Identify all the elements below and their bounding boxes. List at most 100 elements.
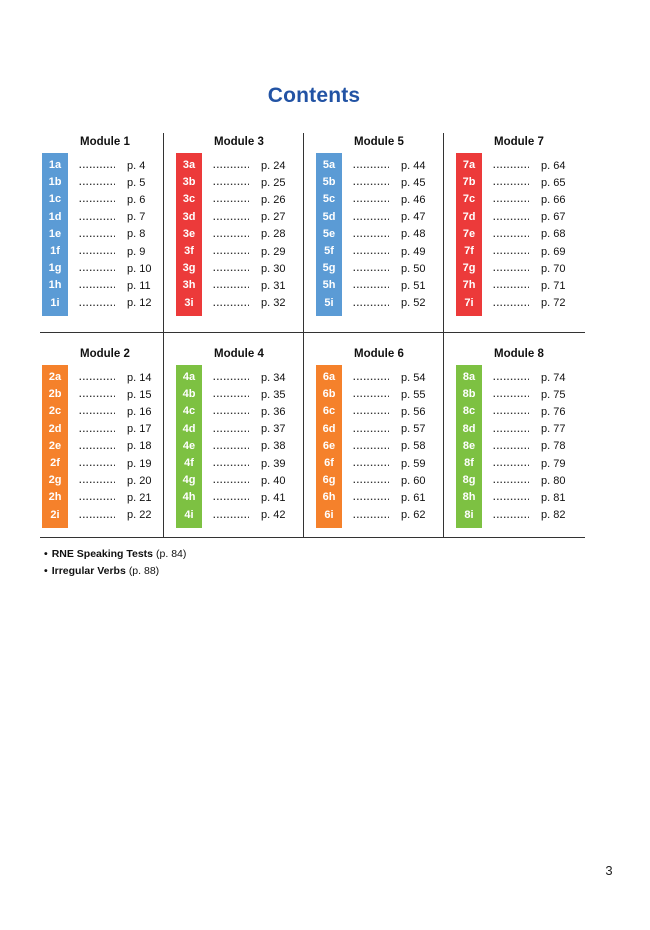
module-cell: Module 4 4a.............. p. 34 4b........… [164,333,304,537]
dot-leader: .............. [213,458,249,470]
dot-leader: .............. [493,228,529,240]
contents-entry: 1g.............. p. 10 [42,260,162,277]
contents-entry: 3a.............. p. 24 [176,157,296,174]
contents-entry: 1f.............. p. 9 [42,243,162,260]
extra-item-irregular-verbs: • Irregular Verbs (p. 88) [44,563,186,580]
extra-page-ref: (p. 84) [156,548,187,560]
contents-entry: 8g.............. p. 80 [456,472,576,489]
contents-entry: 7c.............. p. 66 [456,191,576,208]
contents-entry: 5d.............. p. 47 [316,209,436,226]
contents-entry: 5i.............. p. 52 [316,295,436,312]
contents-entry: 3g.............. p. 30 [176,260,296,277]
contents-entry: 4f.............. p. 39 [176,455,296,472]
module-cell: Module 5 5a.............. p. 44 5b........… [304,133,444,332]
contents-entry: 6f.............. p. 59 [316,455,436,472]
module-entries: 4a.............. p. 34 4b.............. p. … [176,365,296,528]
lesson-code: 4d [182,422,196,435]
page-ref: p. 17 [127,423,152,436]
page-ref: p. 6 [127,193,146,206]
dot-leader: .............. [493,297,529,309]
module-title: Module 3 [214,136,264,148]
dot-leader: .............. [493,263,529,275]
lesson-code: 7e [462,227,476,240]
page-ref: p. 79 [541,457,566,470]
dot-leader: .............. [493,475,529,487]
lesson-code: 6h [322,491,336,504]
contents-entry: 4a.............. p. 34 [176,369,296,386]
lesson-code: 4g [182,474,196,487]
contents-entry: 7b.............. p. 65 [456,174,576,191]
page-ref: p. 38 [261,440,286,453]
module-title: Module 2 [80,348,130,360]
lesson-code: 4h [182,491,196,504]
page-ref: p. 81 [541,491,566,504]
contents-entry: 8c.............. p. 76 [456,403,576,420]
dot-leader: .............. [79,406,115,418]
page-ref: p. 30 [261,262,286,275]
lesson-code: 5h [322,279,336,292]
lesson-code: 8e [462,439,476,452]
contents-entry: 3i.............. p. 32 [176,295,296,312]
module-title: Module 1 [80,136,130,148]
dot-leader: .............. [213,228,249,240]
page-ref: p. 77 [541,423,566,436]
dot-leader: .............. [213,492,249,504]
contents-entry: 2a.............. p. 14 [42,369,162,386]
lesson-code: 1e [48,227,62,240]
contents-entry: 3b.............. p. 25 [176,174,296,191]
page-ref: p. 20 [127,474,152,487]
contents-entry: 1i.............. p. 12 [42,295,162,312]
page-ref: p. 25 [261,176,286,189]
dot-leader: .............. [353,297,389,309]
contents-entry: 1c.............. p. 6 [42,191,162,208]
lesson-code: 3b [182,176,196,189]
lesson-code: 4f [184,456,194,469]
contents-grid: Module 1 1a.............. p. 4 1b.........… [40,133,585,538]
contents-entry: 2b.............. p. 15 [42,386,162,403]
lesson-code: 8f [464,456,474,469]
dot-leader: .............. [353,228,389,240]
contents-entry: 2d.............. p. 17 [42,421,162,438]
dot-leader: .............. [213,297,249,309]
page-ref: p. 68 [541,228,566,241]
dot-leader: .............. [79,492,115,504]
lesson-code: 3d [182,210,196,223]
page-ref: p. 46 [401,193,426,206]
module-cell: Module 1 1a.............. p. 4 1b.........… [40,133,164,332]
module-title: Module 4 [214,348,264,360]
contents-entry: 1a.............. p. 4 [42,157,162,174]
page-ref: p. 75 [541,388,566,401]
page-ref: p. 50 [401,262,426,275]
contents-entry: 7f.............. p. 69 [456,243,576,260]
lesson-code: 8a [462,371,476,383]
module-color-bar [316,365,342,528]
dot-leader: .............. [353,211,389,223]
contents-entry: 2g.............. p. 20 [42,472,162,489]
contents-entry: 4c.............. p. 36 [176,403,296,420]
contents-entry: 6i.............. p. 62 [316,507,436,524]
page-ref: p. 62 [401,509,426,522]
lesson-code: 1f [50,244,60,257]
page-ref: p. 80 [541,474,566,487]
contents-entry: 5h.............. p. 51 [316,277,436,294]
lesson-code: 5g [322,262,336,275]
dot-leader: .............. [79,297,115,309]
contents-entry: 2i.............. p. 22 [42,507,162,524]
module-cell: Module 7 7a.............. p. 64 7b........… [444,133,585,332]
contents-entry: 7a.............. p. 64 [456,157,576,174]
dot-leader: .............. [79,246,115,258]
dot-leader: .............. [353,246,389,258]
dot-leader: .............. [213,280,249,292]
contents-entry: 3h.............. p. 31 [176,277,296,294]
dot-leader: .............. [493,492,529,504]
contents-entry: 8e.............. p. 78 [456,438,576,455]
module-cell: Module 2 2a.............. p. 14 2b........… [40,333,164,537]
module-entries: 2a.............. p. 14 2b.............. p. … [42,365,162,528]
module-color-bar [42,365,68,528]
lesson-code: 3g [182,262,196,275]
lesson-code: 2f [50,456,60,469]
contents-entry: 1e.............. p. 8 [42,226,162,243]
lesson-code: 8i [464,508,474,521]
contents-entry: 1b.............. p. 5 [42,174,162,191]
contents-entry: 1h.............. p. 11 [42,277,162,294]
